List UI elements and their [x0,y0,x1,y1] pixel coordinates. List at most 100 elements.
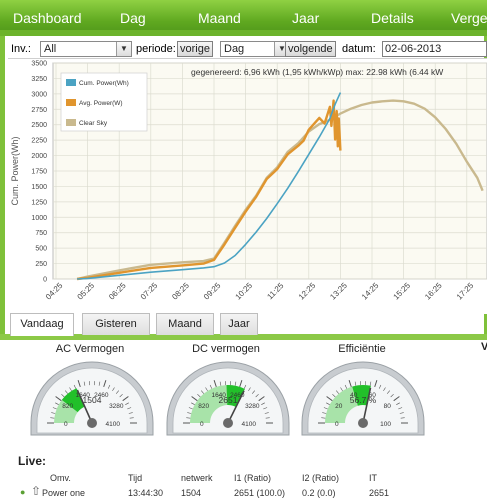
gauge-tick [261,402,265,405]
gauge-value-readout: 56.7 % [350,395,377,405]
gauge-tick [255,393,259,398]
nav-dag[interactable]: Dag [120,10,146,26]
gauge-tick [200,390,205,394]
left-border [0,36,5,340]
gauge-tick-label: 0 [64,421,68,428]
tab-gisteren[interactable]: Gisteren [82,313,150,335]
period-select[interactable]: Dag ▼ [220,41,290,57]
power-chart: 0 250 500 750 1000 1250 1500 1750 2000 2250 2500 27… [8,58,487,314]
series-line [76,99,342,281]
nav-details[interactable]: Details [371,10,414,26]
gauge-tick [335,390,340,394]
gauge-tick [213,380,217,388]
gauge-value-readout: 1504 [83,395,102,405]
col-header-i1: I1 (Ratio) [234,473,272,483]
gauge-tick [248,387,251,392]
nav-maand[interactable]: Maand [198,10,241,26]
x-tick-label: 11:25 [265,281,285,301]
section-divider [0,334,487,340]
tab-vandaag[interactable]: Vandaag [10,313,74,336]
tab-maand[interactable]: Maand [156,313,214,335]
live-cell-tijd: 13:44:30 [128,488,164,498]
y-tick-label: 3250 [31,76,47,83]
gauge-tick-label: 1640 [75,392,90,399]
x-tick-label: 17:25 [455,281,476,302]
series-line [77,92,342,280]
gauge-tick [239,380,243,388]
gauge-tick [393,396,400,402]
gauge-tick [191,402,195,405]
gauge-tick [396,402,400,405]
gauge-needle [227,390,245,424]
tab-jaar[interactable]: Jaar [220,313,258,335]
x-tick-label: 12:25 [297,281,318,302]
inv-select[interactable]: All ▼ [40,41,132,57]
legend-label: Avg. Power(W) [79,100,123,107]
gauge-tick [128,412,133,414]
y-tick-label: 2250 [31,138,47,145]
y-tick-label: 250 [35,261,47,268]
legend-label: Clear Sky [79,120,108,127]
gauge-title-dc: DC vermogen [192,343,260,355]
date-input[interactable]: 02-06-2013 [382,41,487,57]
chart-annotation: gegenereerd: 6,96 kWh (1,95 kWh/kWp) max… [191,67,443,77]
periode-label: periode: [136,43,176,55]
gauge-tick-label: 820 [198,403,209,410]
gauge-tick [390,393,394,398]
nav-dashboard[interactable]: Dashboard [13,10,82,26]
status-dot-icon: ● [20,487,26,497]
nav-jaar[interactable]: Jaar [292,10,320,26]
col-header-netwerk: netwerk [181,473,213,483]
gauge-tick [122,396,129,402]
gauge-tick [50,417,55,419]
gauge-hub [358,418,368,428]
gauge-tick-label: 0 [335,421,339,428]
gauge-title-ac: AC Vermogen [55,343,125,355]
legend-swatch [66,79,76,86]
x-tick-label: 08:25 [170,281,191,302]
gauge-hub [223,418,233,428]
gauge-tick [191,396,198,402]
gauge-tick [61,393,65,398]
x-tick-label: 06:25 [107,281,128,302]
gauge-tick [64,390,69,394]
live-cell-i1: 2651 (100.0) [234,488,286,498]
gauge-tick [205,387,208,392]
gauge-tick [326,396,333,402]
gauge-tick [251,390,256,394]
y-tick-label: 2500 [31,122,47,129]
x-tick-label: 15:25 [392,281,413,302]
gauge-tick-label: 4100 [106,421,121,428]
gauge-tick [52,407,57,410]
gauge-3: 0 20 40 60 80 100 56.7 % [301,361,425,436]
gauge-value-band-strong [226,384,245,407]
previous-button[interactable]: vorige [177,41,213,57]
gauge-tick [263,407,268,410]
gauge-hub [87,418,97,428]
col-header-omv: Omv. [50,473,71,483]
live-cell-it: 2651 [369,488,390,498]
gauge-tick [209,384,213,389]
live-title: Live: [18,454,47,468]
next-button[interactable]: volgende [285,41,336,57]
gauge-tick [98,381,101,386]
x-tick-label: 07:25 [139,281,160,302]
gauge-tick [119,393,123,398]
gauge-tick [374,380,378,388]
gauge-tick-label: 3280 [109,403,124,410]
gauge-tick [344,384,348,389]
legend-swatch [66,99,76,106]
gauge-tick [398,407,403,410]
x-tick-label: 14:25 [360,281,381,302]
x-tick-label: 16:25 [423,281,444,302]
gauge-tick-label: 3280 [245,403,260,410]
gauge-tick [383,387,386,392]
live-cell-netwerk: 1504 [181,488,202,498]
gauge-tick [354,381,357,386]
arrow-up-icon: ⇧ [31,484,42,498]
gauge-tick-label: 2460 [94,392,109,399]
gauge-tick [219,381,222,386]
nav-verge[interactable]: Verge [451,10,487,26]
y-tick-label: 1250 [31,199,47,206]
